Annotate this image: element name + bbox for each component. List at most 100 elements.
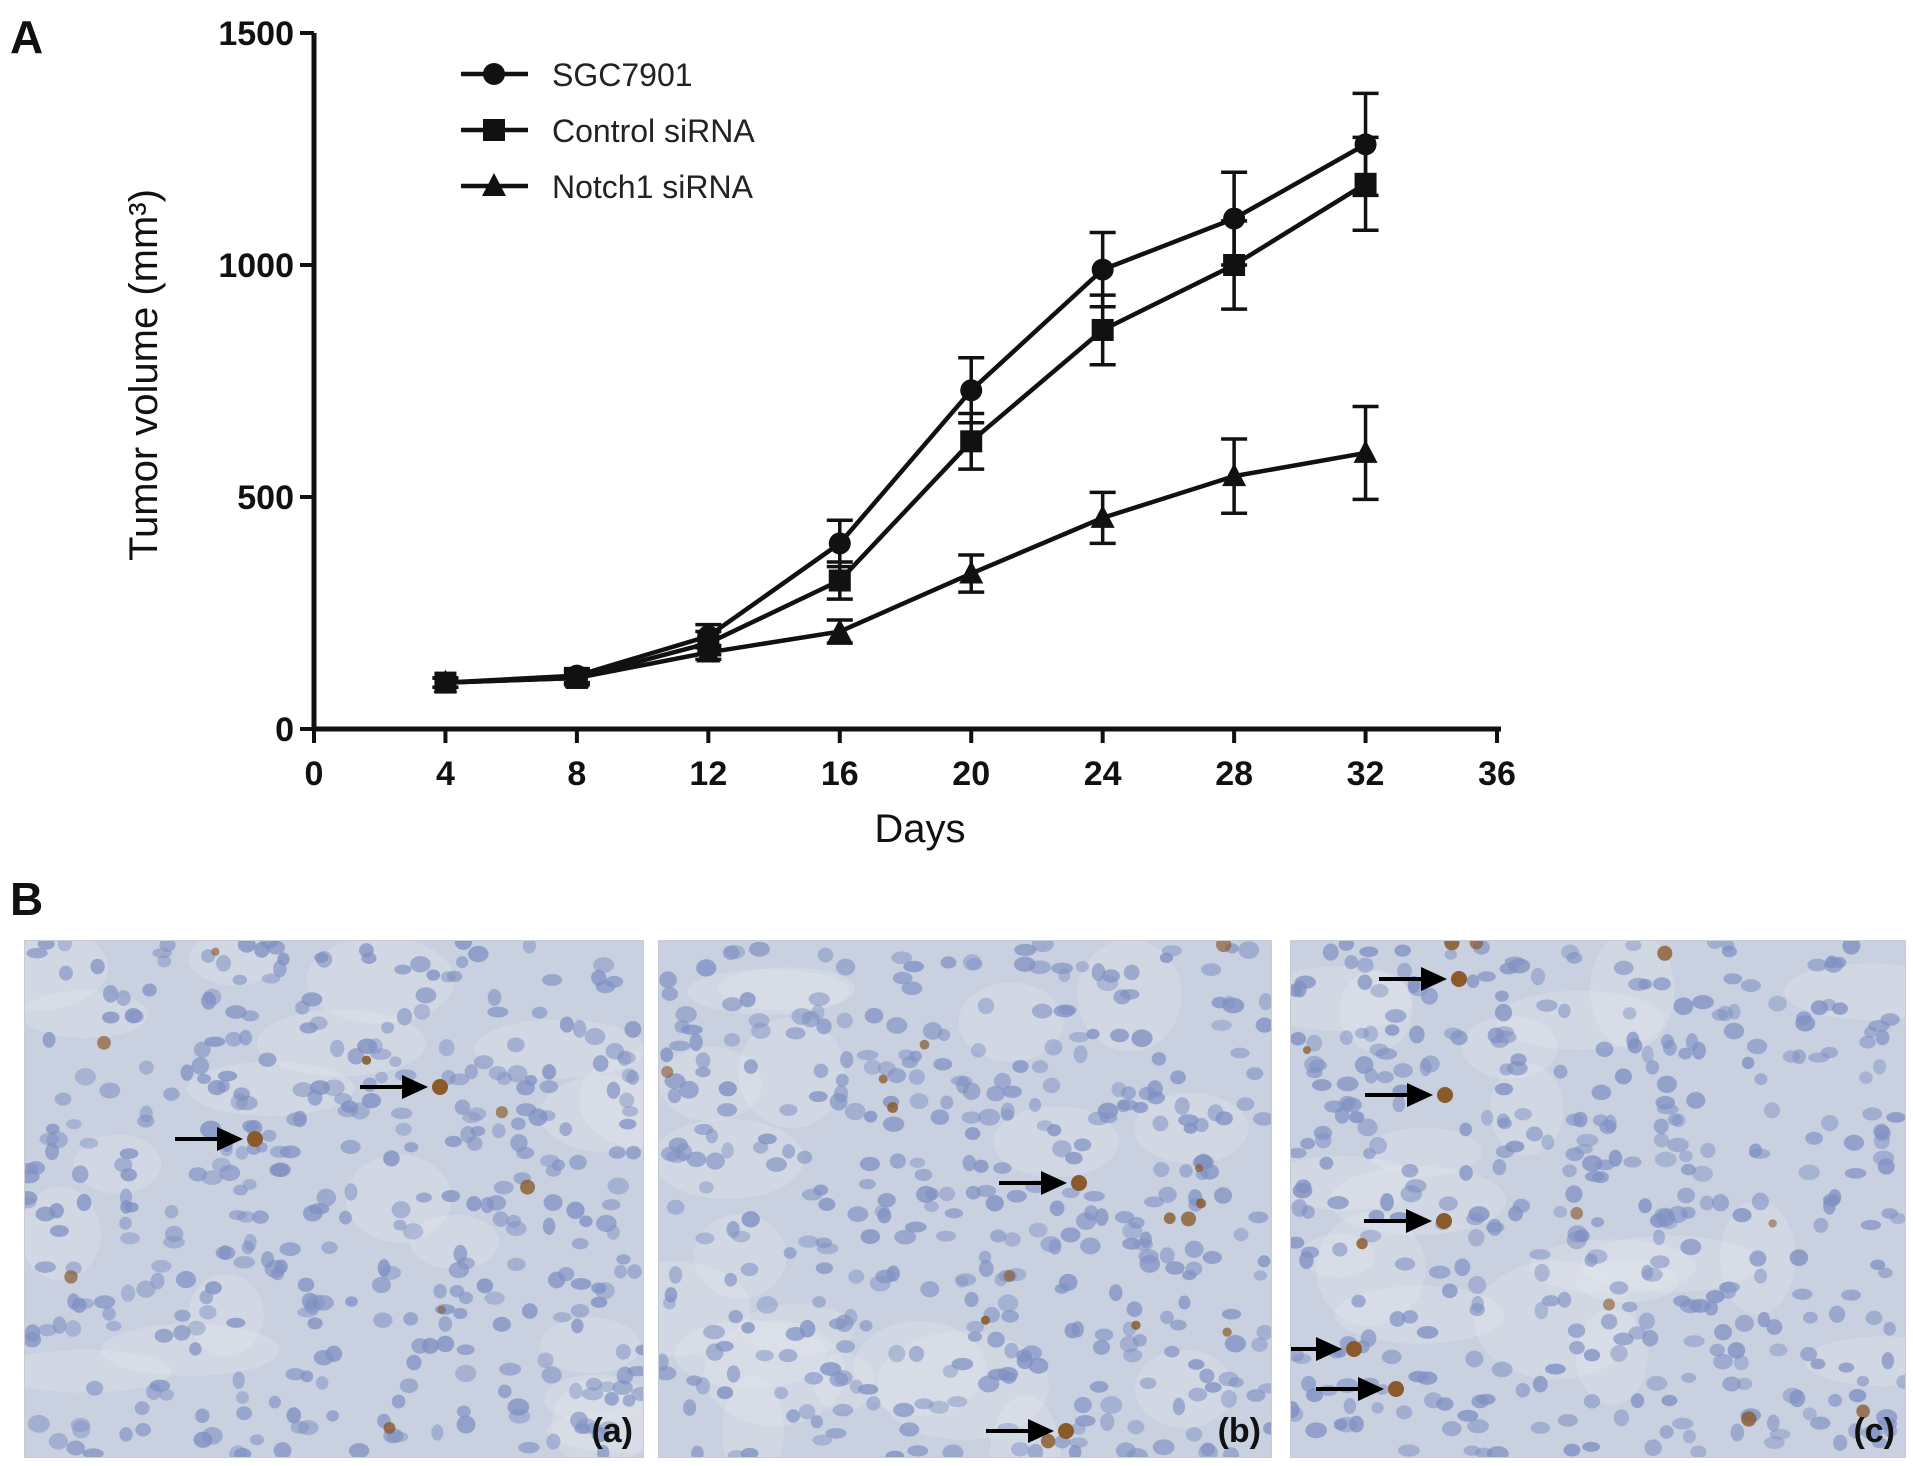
- cell-nucleus: [756, 1296, 778, 1314]
- cell-nucleus: [1766, 1319, 1783, 1335]
- cell-nucleus: [1080, 1237, 1101, 1255]
- cell-nucleus: [978, 1108, 1001, 1126]
- cell-nucleus: [1873, 1133, 1890, 1150]
- cell-nucleus: [415, 1192, 432, 1203]
- cell-nucleus: [1754, 1073, 1768, 1086]
- cell-nucleus: [486, 1195, 507, 1211]
- cell-nucleus: [348, 1443, 370, 1457]
- cell-nucleus: [1253, 1270, 1268, 1281]
- cell-nucleus: [199, 1304, 217, 1320]
- cell-nucleus: [835, 1073, 849, 1087]
- cell-nucleus: [985, 1194, 1004, 1212]
- y-tick-label: 0: [275, 711, 294, 749]
- cell-nucleus: [1031, 941, 1054, 953]
- stained-cell: [661, 1065, 674, 1078]
- cell-nucleus: [1319, 1156, 1334, 1170]
- cell-nucleus: [1768, 995, 1787, 1012]
- cell-nucleus: [595, 1214, 617, 1232]
- cell-nucleus: [1591, 1084, 1612, 1101]
- cell-nucleus: [302, 1204, 323, 1222]
- cell-nucleus: [1628, 1326, 1647, 1340]
- cell-nucleus: [1476, 1393, 1496, 1405]
- stroma-patch: [1590, 941, 1675, 1050]
- cell-nucleus: [1394, 1257, 1416, 1271]
- cell-nucleus: [339, 1210, 352, 1225]
- cell-nucleus: [1534, 1301, 1549, 1320]
- cell-nucleus: [892, 971, 913, 985]
- cell-nucleus: [1109, 1284, 1123, 1302]
- cell-nucleus: [25, 1324, 41, 1342]
- cell-nucleus: [1583, 1348, 1601, 1362]
- cell-nucleus: [938, 1186, 955, 1202]
- cell-nucleus: [135, 1422, 151, 1437]
- stained-cell: [1856, 1404, 1870, 1419]
- cell-nucleus: [1306, 1034, 1323, 1052]
- cell-nucleus: [616, 1051, 636, 1065]
- stained-cell: [1356, 1237, 1368, 1250]
- cell-nucleus: [1584, 1253, 1598, 1267]
- cell-nucleus: [1802, 1407, 1817, 1421]
- cell-nucleus: [277, 952, 290, 966]
- cell-nucleus: [399, 1378, 419, 1394]
- cell-nucleus: [1246, 1389, 1266, 1402]
- stroma-patch: [659, 1046, 762, 1122]
- cell-nucleus: [1031, 1003, 1053, 1019]
- cell-nucleus: [816, 1018, 832, 1035]
- cell-nucleus: [1638, 1312, 1655, 1330]
- cell-nucleus: [543, 1194, 563, 1211]
- cell-nucleus: [1164, 1345, 1180, 1358]
- stained-cell: [1195, 1198, 1207, 1209]
- cell-nucleus: [1641, 1264, 1654, 1280]
- stained-cell: [1302, 1046, 1311, 1055]
- data-point: [1223, 254, 1246, 276]
- legend-label: Notch1 siRNA: [552, 169, 754, 205]
- histology-panel-b: (b): [658, 940, 1272, 1458]
- cell-nucleus: [1508, 1206, 1523, 1222]
- cell-nucleus: [159, 1388, 175, 1401]
- cell-nucleus: [90, 958, 105, 975]
- stained-cell: [211, 947, 220, 956]
- cell-nucleus: [1641, 1045, 1654, 1064]
- cell-nucleus: [449, 1073, 470, 1086]
- cell-nucleus: [731, 1230, 751, 1243]
- cell-nucleus: [1828, 1305, 1846, 1323]
- cell-nucleus: [464, 1064, 478, 1080]
- cell-nucleus: [1736, 1377, 1753, 1391]
- cell-nucleus: [1568, 1340, 1585, 1355]
- cell-nucleus: [1315, 1132, 1332, 1149]
- cell-nucleus: [491, 1123, 506, 1139]
- cell-nucleus: [1051, 962, 1074, 975]
- cell-nucleus: [498, 1384, 512, 1399]
- stained-cell: [1768, 1219, 1777, 1228]
- cell-nucleus: [860, 1229, 881, 1245]
- cell-nucleus: [193, 1431, 213, 1448]
- cell-nucleus: [119, 1188, 133, 1207]
- cell-nucleus: [42, 1031, 56, 1048]
- cell-nucleus: [1042, 1077, 1061, 1094]
- cell-nucleus: [239, 1029, 253, 1046]
- cell-nucleus: [625, 1145, 641, 1160]
- cell-nucleus: [1291, 1236, 1305, 1249]
- cell-nucleus: [1332, 1242, 1348, 1257]
- stroma-patch: [1334, 1285, 1504, 1344]
- cell-nucleus: [1653, 1133, 1670, 1148]
- cell-nucleus: [232, 1371, 245, 1390]
- cell-nucleus: [813, 1063, 829, 1079]
- cell-nucleus: [1545, 1363, 1566, 1375]
- cell-nucleus: [599, 1421, 619, 1436]
- cell-nucleus: [402, 1223, 424, 1240]
- series-notch1-sirna: [432, 404, 1379, 693]
- cell-nucleus: [1749, 1250, 1767, 1267]
- cell-nucleus: [1193, 1117, 1209, 1133]
- cell-nucleus: [1582, 1441, 1601, 1452]
- cell-nucleus: [1354, 1056, 1374, 1074]
- cell-nucleus: [1172, 1397, 1186, 1416]
- cell-nucleus: [1734, 1314, 1754, 1332]
- cell-nucleus: [559, 1122, 573, 1137]
- cell-nucleus: [1656, 1075, 1677, 1093]
- cell-nucleus: [1397, 962, 1413, 980]
- cell-nucleus: [219, 1164, 241, 1181]
- cell-nucleus: [858, 1178, 876, 1190]
- cell-nucleus: [54, 1092, 72, 1106]
- cell-nucleus: [396, 1007, 413, 1026]
